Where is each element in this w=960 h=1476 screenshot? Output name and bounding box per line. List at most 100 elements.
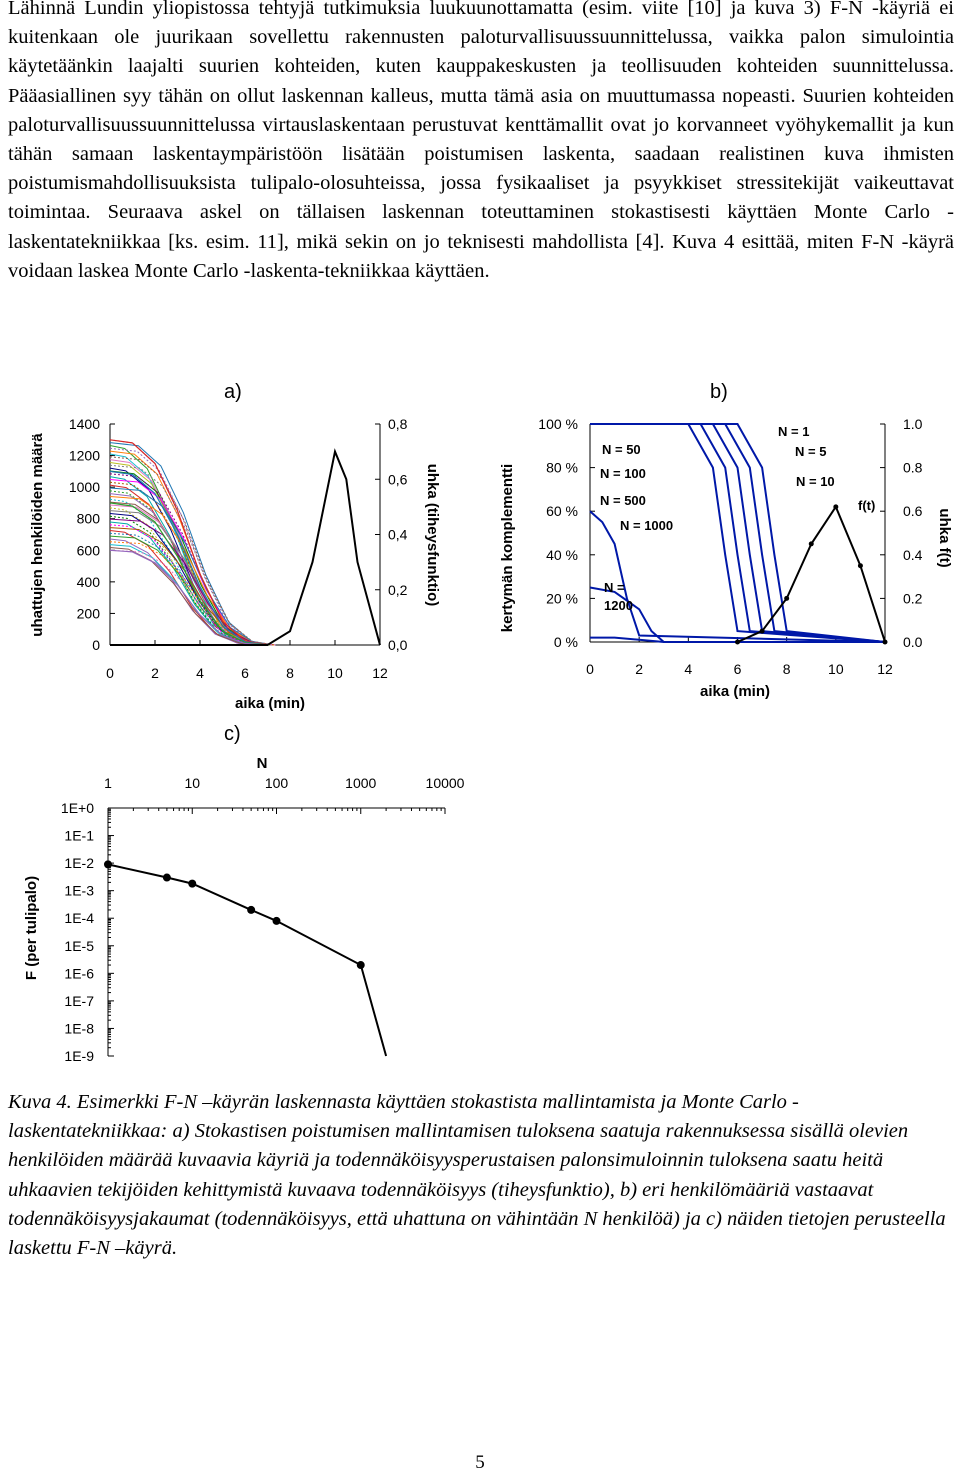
chart-c-x-tick-label: 100 <box>265 775 289 791</box>
chart-a-people-curve <box>109 473 273 646</box>
chart-b-x-tick-label: 6 <box>734 661 742 677</box>
chart-b-y2-ticks: 0.0 0.2 0.4 0.6 0.8 1.0 <box>880 416 923 650</box>
chart-c-y-tick-label: 1E-4 <box>64 910 94 926</box>
chart-a-people-curve <box>109 456 275 646</box>
chart-a-people-curve <box>109 464 276 646</box>
chart-a-y-tick-label: 1400 <box>69 416 100 432</box>
chart-a-people-curve <box>109 504 272 646</box>
chart-b-y-tick-label: 60 % <box>546 503 578 519</box>
chart-a-y2-tick-label: 0,8 <box>388 416 408 432</box>
chart-c-x-tick-label: 1000 <box>345 775 376 791</box>
chart-a-y-tick-label: 800 <box>77 511 101 527</box>
chart-a-people-curve <box>109 490 264 646</box>
chart-c-point <box>162 873 171 882</box>
chart-b-y2label: uhka f(t) <box>936 508 953 567</box>
chart-c-point <box>356 961 365 970</box>
chart-b-x-tick-label: 4 <box>684 661 692 677</box>
chart-c-x-tick-label: 1 <box>104 775 112 791</box>
chart-b-x-tick-label: 12 <box>877 661 893 677</box>
chart-b-y2-tick-label: 1.0 <box>903 416 923 432</box>
chart-b: 0 % 20 % 40 % 60 % 80 % 100 % 0.0 0.2 0.4 0.6 0.8… <box>499 416 953 700</box>
chart-c-point <box>188 879 197 888</box>
chart-b-series-label: N = 5 <box>795 444 826 459</box>
chart-c-x-ticks: 1 10 100 1000 10000 <box>104 775 465 814</box>
chart-c-x-tick-label: 10 <box>184 775 200 791</box>
chart-a-y-tick-label: 1200 <box>69 448 100 464</box>
chart-c-y-tick-label: 1E-1 <box>64 828 94 844</box>
body-paragraph: Lähinnä Lundin yliopistossa tehtyjä tutk… <box>8 0 954 282</box>
chart-b-threat-point <box>784 595 790 601</box>
chart-a-people-series-line <box>109 549 268 646</box>
chart-a-people-series-line <box>109 502 268 646</box>
chart-c-y-tick-label: 1E+0 <box>61 800 94 816</box>
chart-a-people-curve <box>109 547 264 646</box>
chart-b-series <box>589 423 888 645</box>
panel-label-b: b) <box>710 381 728 403</box>
chart-b-x-tick-label: 0 <box>586 661 594 677</box>
chart-c-y-tick-label: 1E-9 <box>64 1048 94 1064</box>
chart-a-y2-tick-label: 0,2 <box>388 582 408 598</box>
chart-c-ylabel: F (per tulipalo) <box>23 876 40 980</box>
panel-label-c: c) <box>224 723 241 745</box>
chart-a-people-series-line <box>109 470 268 646</box>
chart-a-people-curve <box>109 510 274 646</box>
chart-c-x-tick-label: 10000 <box>426 775 465 791</box>
chart-a-y-ticks: 0 200 400 600 800 1000 1200 1400 <box>69 416 115 653</box>
chart-b-x-tick-label: 2 <box>635 661 643 677</box>
chart-b-y2-tick-label: 0.2 <box>903 590 923 606</box>
chart-a-x-tick-label: 12 <box>372 665 388 681</box>
chart-b-series-label: N = 10 <box>796 474 835 489</box>
figure-caption: Kuva 4. Esimerkki F-N –käyrän laskennast… <box>8 1091 946 1260</box>
chart-b-y-tick-label: 0 % <box>554 634 578 650</box>
page-number: 5 <box>475 1452 485 1473</box>
chart-b-threat-point <box>735 639 740 645</box>
chart-b-series-line <box>589 586 885 643</box>
chart-b-y-tick-label: 80 % <box>546 460 578 476</box>
chart-a-people-curve <box>109 487 276 646</box>
chart-b-x-tick-label: 8 <box>783 661 791 677</box>
chart-a-ylabel: uhattujen henkilöiden määrä <box>29 433 46 637</box>
chart-c-y-tick-label: 1E-2 <box>64 855 94 871</box>
chart-c-points <box>104 860 365 970</box>
chart-a-y-tick-label: 1000 <box>69 479 100 495</box>
chart-b-y-tick-label: 20 % <box>546 590 578 606</box>
chart-b-series-labels: N = 1 N = 5 N = 10 N = 50 N = 100 N = 500 N = … <box>600 424 875 613</box>
chart-b-series-label: f(t) <box>858 498 875 513</box>
chart-a-x-tick-label: 6 <box>241 665 249 681</box>
chart-b-threat-point <box>759 628 765 634</box>
chart-a-x-tick-label: 0 <box>106 665 114 681</box>
chart-c-fn-curve <box>107 863 388 1057</box>
chart-a-y-tick-label: 600 <box>77 542 101 558</box>
chart-c-point <box>104 860 112 869</box>
chart-a-y2-tick-label: 0,4 <box>388 527 408 543</box>
chart-b-threat-point <box>808 541 814 547</box>
chart-b-series-line <box>589 510 886 643</box>
chart-b-y-tick-label: 100 % <box>538 416 578 432</box>
chart-a-y-tick-label: 200 <box>77 605 101 621</box>
chart-a-people-curve <box>109 447 273 646</box>
chart-a-people-curve <box>109 501 271 646</box>
chart-b-y-tick-label: 40 % <box>546 547 578 563</box>
chart-c-y-tick-label: 1E-8 <box>64 1020 94 1036</box>
chart-a-people-curve <box>109 549 276 646</box>
chart-a-threat-density-line <box>110 448 381 646</box>
chart-a-people-curve <box>109 498 261 646</box>
chart-b-series-label: N = <box>604 580 625 595</box>
chart-b-series-label: N = 1000 <box>620 518 673 533</box>
chart-c-y-tick-label: 1E-7 <box>64 993 94 1009</box>
chart-c-axes <box>107 807 445 1056</box>
chart-c-xlabel: N <box>257 755 268 772</box>
chart-c-y-ticks: 1E+0 1E-1 1E-2 1E-3 1E-4 1E-5 1E-6 1E-7 1E-8 1E-9 <box>61 800 114 1064</box>
chart-b-series-label: N = 100 <box>600 466 646 481</box>
chart-a-people-curve <box>109 532 272 646</box>
chart-c: 1E+0 1E-1 1E-2 1E-3 1E-4 1E-5 1E-6 1E-7 1E-8 1E-9… <box>23 755 465 1064</box>
chart-a-y2-ticks: 0,0 0,2 0,4 0,6 0,8 <box>375 416 408 653</box>
chart-b-series-label: 1200 <box>604 598 633 613</box>
chart-a-y2label: uhka (tiheysfunktio) <box>424 464 441 607</box>
chart-a-x-tick-label: 8 <box>286 665 294 681</box>
panel-label-a: a) <box>224 381 242 403</box>
chart-c-point <box>272 916 281 925</box>
chart-b-xlabel: aika (min) <box>700 683 770 700</box>
